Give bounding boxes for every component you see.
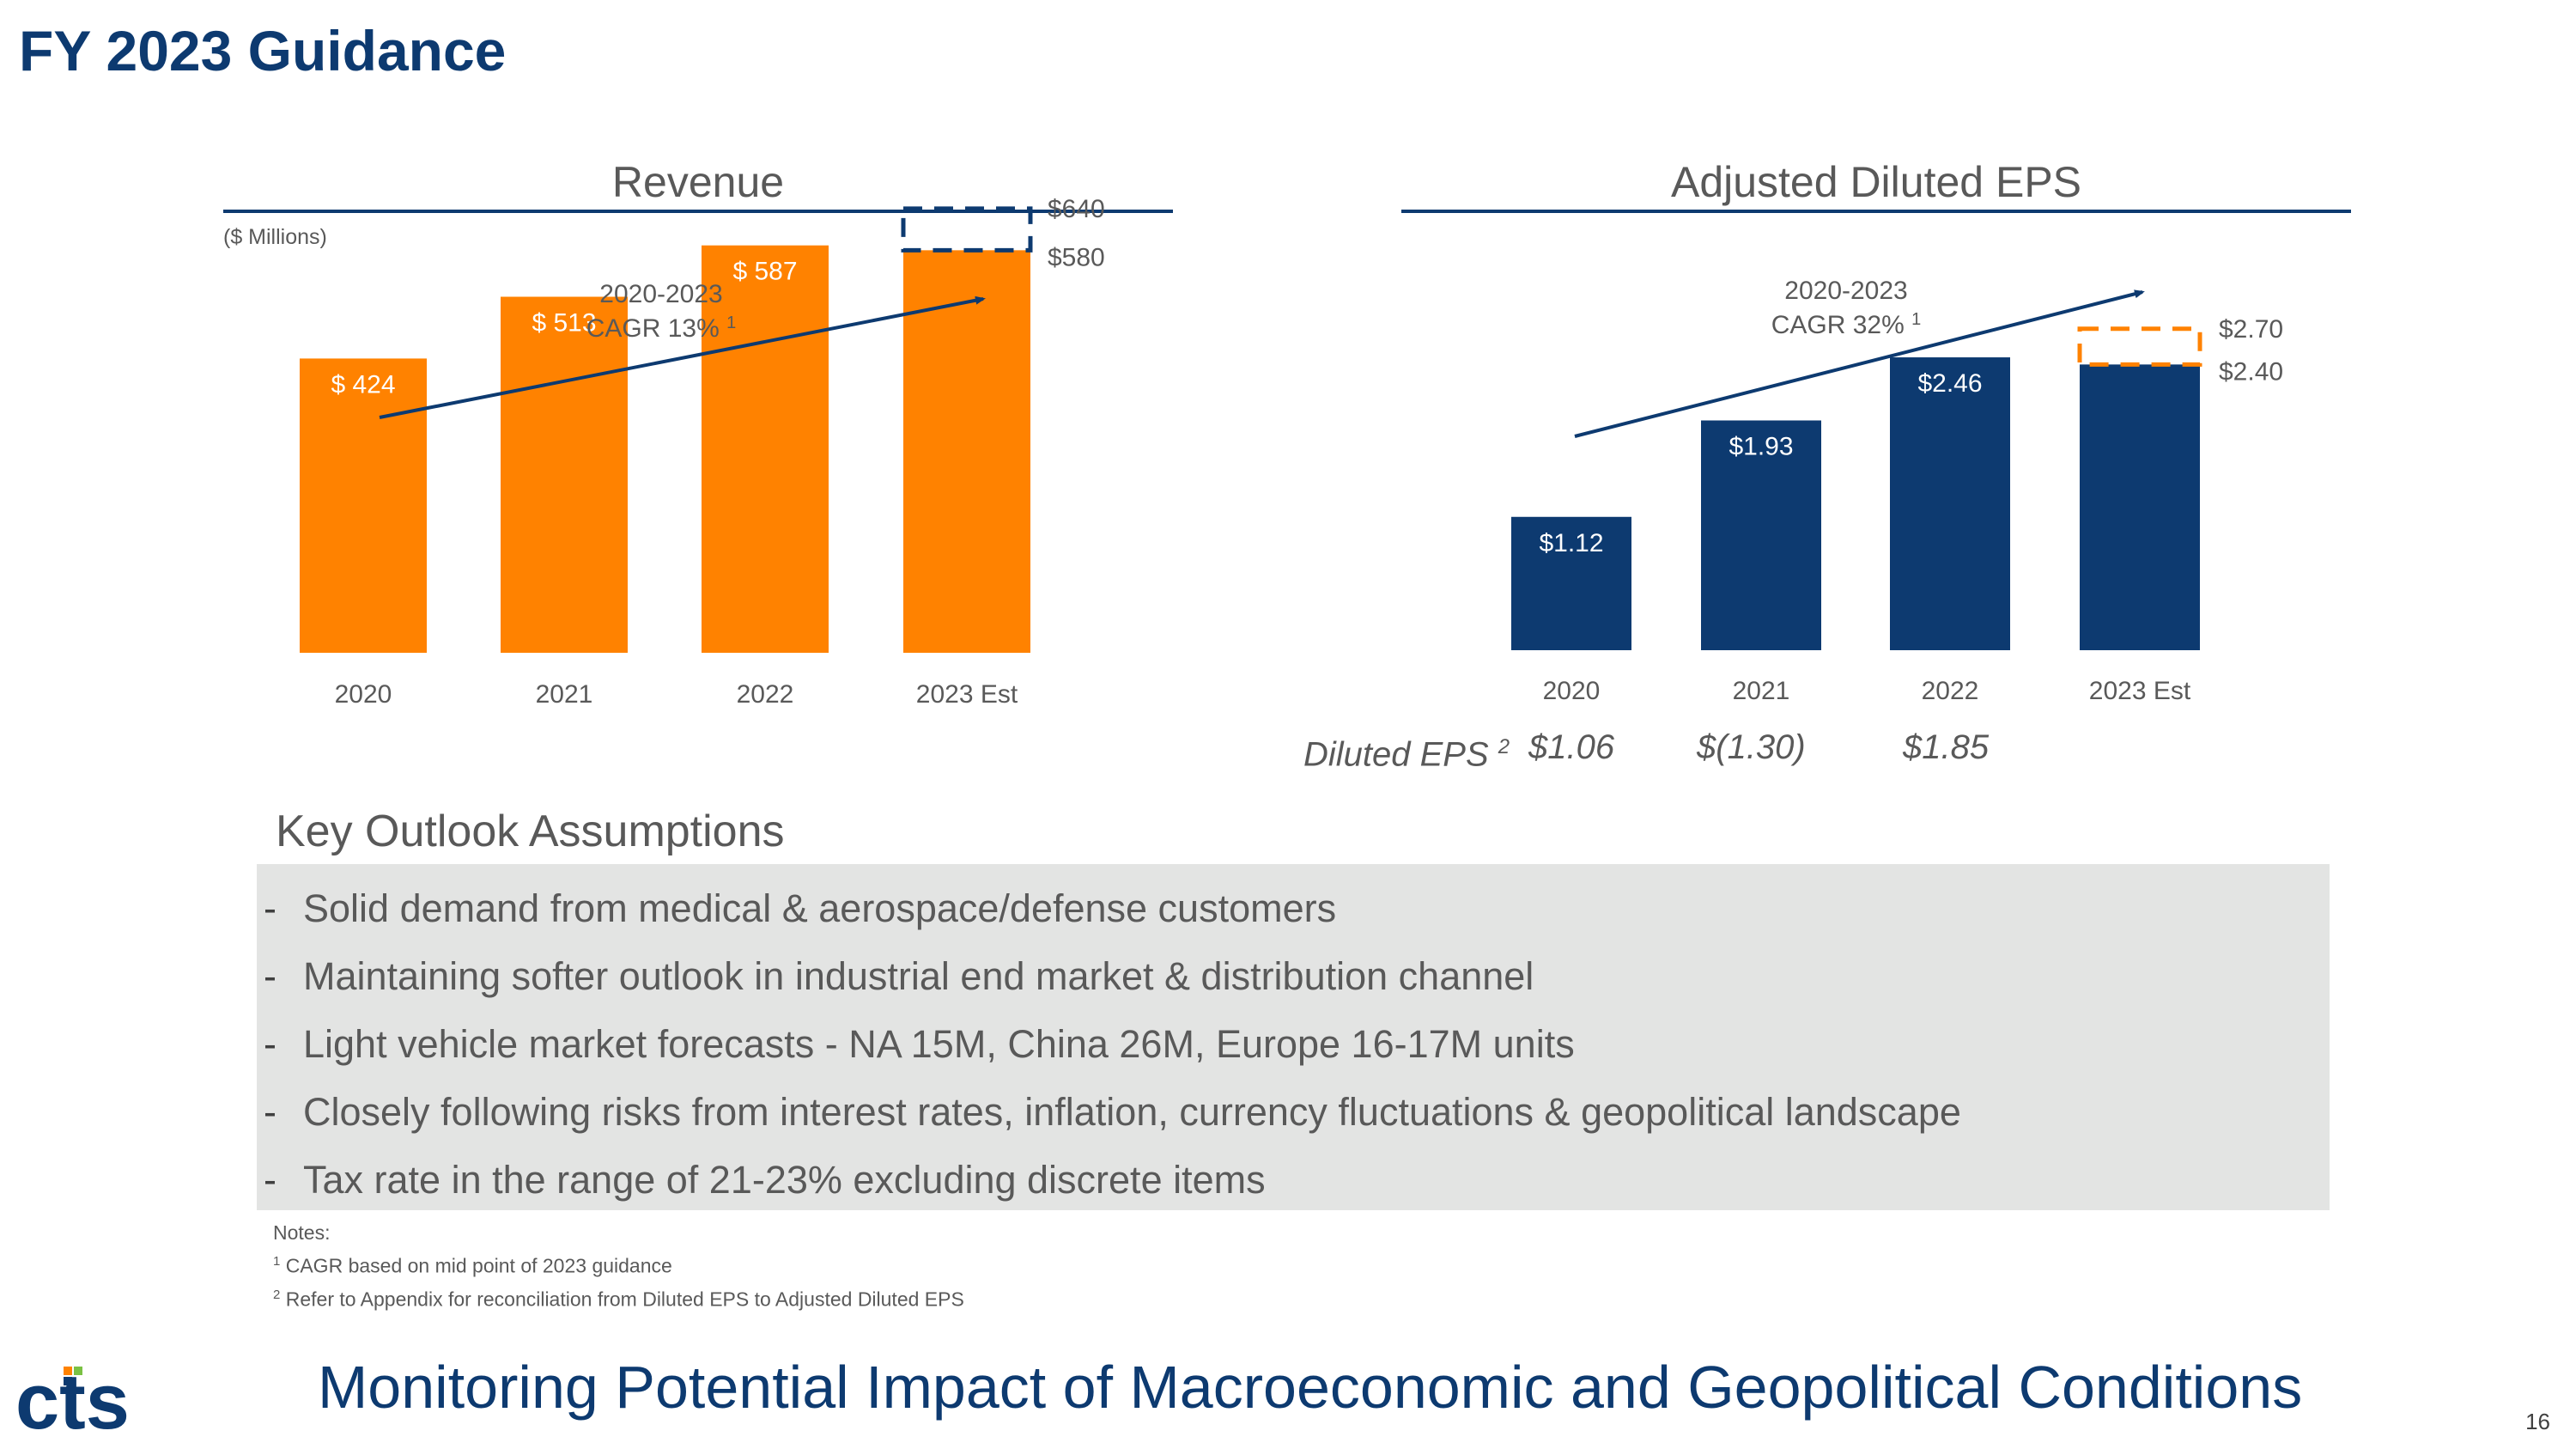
eps-cagr-arrow	[1574, 289, 2145, 438]
list-item-text: Light vehicle market forecasts - NA 15M,…	[303, 1022, 1575, 1066]
eps-title-rule	[1401, 210, 2351, 213]
list-item: - Maintaining softer outlook in industria…	[257, 942, 2330, 1010]
revenue-title-rule	[223, 210, 1173, 213]
bullet-dash: -	[264, 886, 276, 930]
list-item-text: Solid demand from medical & aerospace/de…	[303, 886, 1337, 930]
footer-title: Monitoring Potential Impact of Macroecon…	[318, 1354, 2303, 1421]
eps-x-tick-label: 2021	[1733, 677, 1790, 705]
revenue-bar-2022	[702, 245, 829, 653]
list-item: - Closely following risks from interest r…	[257, 1078, 2330, 1146]
diluted-eps-footnote-mark: 2	[1498, 735, 1510, 758]
key-outlook-list: - Solid demand from medical & aerospace/d…	[257, 864, 2330, 1214]
page-number: 16	[2525, 1409, 2550, 1434]
logo-wordmark: cts	[15, 1361, 130, 1439]
list-item: - Tax rate in the range of 21-23% excludi…	[257, 1146, 2330, 1214]
eps-x-tick-label: 2023 Est	[2089, 677, 2191, 705]
revenue-bar-2021	[501, 296, 628, 653]
revenue-bar-value-label: $ 587	[732, 258, 797, 286]
page-title: FY 2023 Guidance	[19, 19, 507, 82]
key-outlook-heading: Key Outlook Assumptions	[276, 807, 785, 856]
cts-logo: cts	[15, 1361, 130, 1439]
eps-guidance-range-box	[2077, 326, 2202, 367]
note-2-text: Refer to Appendix for reconciliation fro…	[285, 1288, 964, 1311]
eps-bar-2023-est	[2080, 364, 2200, 650]
revenue-bar-2020	[300, 358, 427, 653]
bullet-dash: -	[264, 1022, 276, 1066]
logo-dot-blue	[64, 1377, 72, 1385]
revenue-guidance-range-box	[901, 206, 1033, 253]
notes: Notes: 1 CAGR based on mid point of 2023…	[273, 1218, 964, 1313]
note-1-mark: 1	[273, 1254, 281, 1269]
note-2-mark: 2	[273, 1287, 281, 1302]
list-item: - Light vehicle market forecasts - NA 15M…	[257, 1010, 2330, 1078]
diluted-eps-label-text: Diluted EPS	[1303, 735, 1489, 774]
bullet-dash: -	[264, 1158, 276, 1202]
diluted-eps-row: Diluted EPS 2 $1.06 $(1.30) $1.85	[0, 721, 2576, 773]
eps-bar-2022	[1890, 357, 2010, 650]
revenue-guidance-high-label: $640	[1048, 195, 1105, 223]
eps-cagr-footnote-mark: 1	[1911, 310, 1921, 329]
revenue-chart-title: Revenue	[611, 158, 785, 206]
eps-chart-title: Adjusted Diluted EPS	[1670, 158, 2082, 206]
bullet-dash: -	[264, 1090, 276, 1134]
revenue-cagr-arrow	[379, 295, 986, 419]
bullet-dash: -	[264, 954, 276, 998]
revenue-bar-2023-est	[903, 250, 1030, 653]
list-item-text: Maintaining softer outlook in industrial…	[303, 954, 1534, 998]
key-outlook-panel: - Solid demand from medical & aerospace/d…	[257, 864, 2330, 1210]
eps-bar-value-label: $1.93	[1728, 433, 1793, 461]
revenue-cagr-footnote-mark: 1	[726, 314, 736, 332]
logo-dot-orange	[64, 1367, 72, 1375]
list-item-text: Tax rate in the range of 21-23% excludin…	[303, 1158, 1266, 1202]
list-item-text: Closely following risks from interest ra…	[303, 1090, 1961, 1134]
revenue-units-label: ($ Millions)	[223, 225, 327, 249]
notes-heading: Notes:	[273, 1221, 331, 1244]
eps-cagr-period: 2020-2023	[1784, 277, 1907, 305]
revenue-x-tick-label: 2022	[737, 680, 794, 709]
eps-x-tick-label: 2020	[1543, 677, 1601, 705]
revenue-x-tick-label: 2023 Est	[916, 680, 1018, 709]
revenue-guidance-low-label: $580	[1048, 243, 1105, 271]
revenue-cagr-text: CAGR 13% 1	[586, 314, 737, 343]
eps-cagr-text: CAGR 32% 1	[1771, 310, 1922, 339]
eps-guidance-high-label: $2.70	[2219, 315, 2283, 344]
list-item: - Solid demand from medical & aerospace/d…	[257, 874, 2330, 942]
eps-bar-value-label: $1.12	[1539, 529, 1603, 557]
revenue-cagr-period: 2020-2023	[599, 280, 722, 308]
revenue-bar-value-label: $ 513	[532, 308, 596, 337]
diluted-eps-label: Diluted EPS 2	[1303, 721, 1510, 780]
diluted-eps-value-2022: $1.85	[1903, 728, 1990, 766]
eps-bar-value-label: $2.46	[1917, 369, 1982, 398]
revenue-x-tick-label: 2021	[536, 680, 593, 709]
eps-x-tick-label: 2022	[1922, 677, 1979, 705]
eps-bar-2020	[1511, 516, 1631, 650]
revenue-bar-value-label: $ 424	[331, 370, 395, 399]
note-2: 2 Refer to Appendix for reconciliation f…	[273, 1281, 964, 1314]
diluted-eps-value-2021: $(1.30)	[1697, 728, 1806, 766]
revenue-x-tick-label: 2020	[335, 680, 392, 709]
diluted-eps-value-2020: $1.06	[1528, 728, 1615, 766]
logo-dot-green	[74, 1367, 82, 1375]
eps-bar-2021	[1701, 420, 1821, 650]
note-1-text: CAGR based on mid point of 2023 guidance	[285, 1254, 672, 1277]
note-1: 1 CAGR based on mid point of 2023 guidan…	[273, 1247, 964, 1281]
eps-guidance-low-label: $2.40	[2219, 357, 2283, 386]
